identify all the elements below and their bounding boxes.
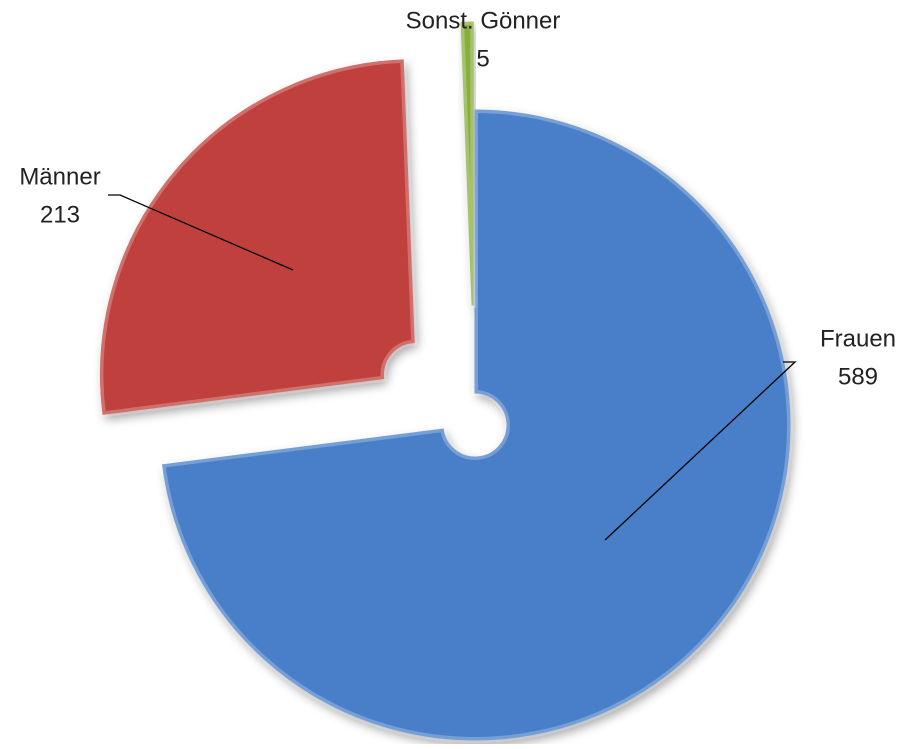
category-label: Frauen <box>820 325 896 352</box>
slice-bevel <box>159 106 793 743</box>
slice <box>161 109 791 741</box>
slice-bevel <box>97 56 418 418</box>
category-label: Männer <box>19 163 100 190</box>
value-label: 5 <box>476 45 489 72</box>
leader-line <box>604 361 797 541</box>
category-label: Sonst. Gönner <box>406 7 561 34</box>
slice-bevel <box>457 19 477 309</box>
leader-line <box>108 194 294 271</box>
value-label: 213 <box>40 201 80 228</box>
value-label: 589 <box>838 363 878 390</box>
slice <box>460 21 474 306</box>
slice <box>99 59 415 415</box>
